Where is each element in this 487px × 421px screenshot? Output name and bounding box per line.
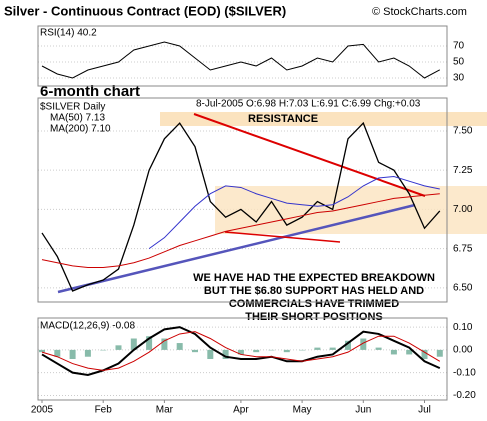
y-tick-label: 30 <box>453 73 465 84</box>
panel-frame <box>37 97 448 303</box>
x-tick-label: May <box>293 405 312 416</box>
series-line <box>41 41 441 79</box>
x-tick-label: Jul <box>418 405 431 416</box>
series-line <box>41 193 440 268</box>
annotation: WE HAVE HAD THE EXPECTED BREAKDOWN <box>193 272 435 284</box>
histogram-bar <box>192 349 198 353</box>
histogram-bar <box>299 349 306 351</box>
histogram-bar <box>207 349 214 359</box>
series-line <box>41 326 441 376</box>
y-tick-label: 7.50 <box>453 126 473 137</box>
histogram-bar <box>39 349 45 353</box>
support-line <box>224 231 341 243</box>
series-line <box>148 175 440 250</box>
y-tick-label: 70 <box>453 41 465 52</box>
histogram-bar <box>314 347 321 350</box>
x-tick-label: Jun <box>355 405 371 416</box>
legend-ma200: MA(200) 7.10 <box>50 124 111 135</box>
histogram-bar <box>222 349 229 359</box>
panel-frame <box>37 25 448 87</box>
histogram-bar <box>253 349 260 353</box>
histogram-bar <box>360 338 367 350</box>
x-tick-label: Apr <box>233 405 249 416</box>
histogram-bar <box>54 349 61 357</box>
annotation: BUT THE $6.80 SUPPORT HAS HELD AND <box>204 285 424 297</box>
x-tick-label: 2005 <box>31 405 54 416</box>
histogram-bar <box>84 349 91 357</box>
resistance-trendline <box>193 113 426 197</box>
histogram-bar <box>69 349 76 359</box>
support-trendline <box>57 203 416 294</box>
histogram-bar <box>436 349 443 357</box>
y-tick-label: 50 <box>453 57 465 68</box>
histogram-bar <box>237 349 244 355</box>
panel-frame <box>37 317 448 401</box>
source: © StockCharts.com <box>372 6 467 18</box>
histogram-bar <box>406 349 413 355</box>
y-tick-label: 6.50 <box>453 283 473 294</box>
annotation: COMMERCIALS HAVE TRIMMED <box>229 298 399 310</box>
resistance-band <box>160 112 487 126</box>
x-tick-label: Mar <box>156 405 174 416</box>
legend-ma50: MA(50) 7.13 <box>50 113 105 124</box>
histogram-bar <box>130 338 137 350</box>
rsi-label: RSI(14) 40.2 <box>40 28 97 39</box>
y-tick-label: 6.75 <box>453 243 473 254</box>
histogram-bar <box>345 340 351 350</box>
series-line <box>41 121 441 292</box>
x-tick-label: Feb <box>95 405 113 416</box>
annotation: 6-month chart <box>40 83 140 100</box>
histogram-bar <box>329 347 336 350</box>
y-tick-label: 0.00 <box>453 345 473 356</box>
histogram-bar <box>176 343 183 350</box>
annotation: RESISTANCE <box>248 113 318 125</box>
series-line <box>41 331 441 371</box>
support-band <box>215 186 487 234</box>
histogram-bar <box>390 349 397 355</box>
y-tick-label: -0.20 <box>453 390 476 401</box>
y-tick-label: -0.10 <box>453 367 476 378</box>
annotation: THEIR SHORT POSITIONS <box>245 311 383 323</box>
histogram-bar <box>146 336 153 350</box>
histogram-bar <box>100 349 107 351</box>
y-tick-label: 7.25 <box>453 165 473 176</box>
subtitle: 8-Jul-2005 O:6.98 H:7.03 L:6.91 C:6.99 C… <box>196 99 421 110</box>
chart-title: Silver - Continuous Contract (EOD) ($SIL… <box>4 3 286 18</box>
histogram-bar <box>115 345 122 350</box>
y-tick-label: 0.10 <box>453 322 473 333</box>
macd-label: MACD(12,26,9) -0.08 <box>40 321 135 332</box>
y-tick-label: 7.00 <box>453 204 473 215</box>
legend-price: $SILVER Daily <box>40 102 105 113</box>
histogram-bar <box>375 347 382 350</box>
histogram-bar <box>161 338 168 350</box>
histogram-bar <box>268 349 275 351</box>
histogram-bar <box>421 349 428 359</box>
histogram-bar <box>283 349 290 353</box>
